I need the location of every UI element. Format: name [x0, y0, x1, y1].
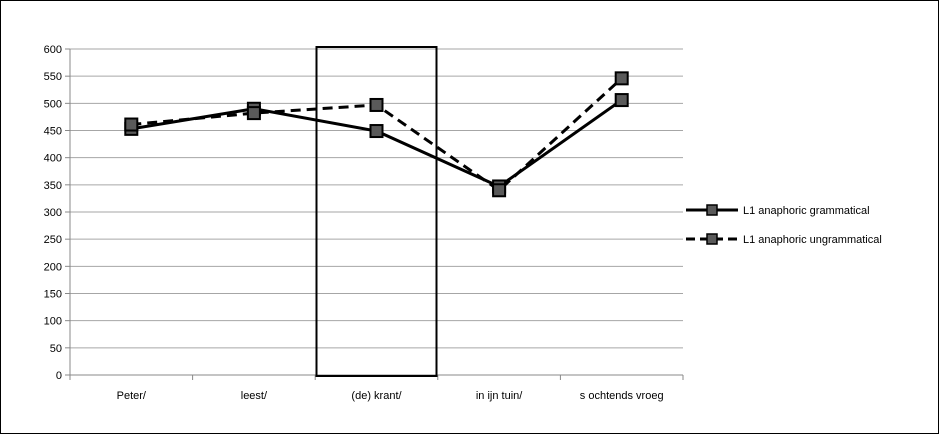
- y-axis: 0 50 100 150 200 250 300 350 400 450 500 550 600: [44, 44, 71, 382]
- y-tick-label: 50: [50, 343, 62, 355]
- y-tick-label: 500: [44, 98, 62, 110]
- data-point: [614, 71, 629, 86]
- x-tick-label: in ijn tuin/: [476, 390, 523, 402]
- y-tick-label: 600: [44, 44, 62, 56]
- y-tick-label: 450: [44, 126, 62, 138]
- legend-label: L1 anaphoric ungrammatical: [743, 234, 882, 246]
- data-point: [492, 183, 507, 198]
- x-tick-label: Peter/: [117, 390, 147, 402]
- x-tick-label: s ochtends vroeg: [580, 390, 664, 402]
- y-tick-label: 100: [44, 316, 62, 328]
- series-group: [124, 71, 629, 198]
- y-tick-label: 200: [44, 261, 62, 273]
- legend-marker: [706, 204, 718, 216]
- data-point: [124, 117, 139, 132]
- legend-marker: [706, 233, 718, 245]
- data-point: [614, 93, 629, 108]
- x-tick-label: (de) krant/: [351, 390, 402, 402]
- y-tick-label: 400: [44, 153, 62, 165]
- y-tick-label: 0: [56, 370, 62, 382]
- data-point: [246, 106, 261, 121]
- y-tick-label: 250: [44, 234, 62, 246]
- legend-label: L1 anaphoric grammatical: [743, 205, 870, 217]
- y-tick-label: 300: [44, 207, 62, 219]
- x-tick-label: leest/: [241, 390, 268, 402]
- data-point: [369, 97, 384, 112]
- legend: L1 anaphoric grammatical L1 anaphoric ung…: [686, 204, 882, 246]
- highlight-box: [315, 46, 438, 377]
- y-tick-label: 550: [44, 71, 62, 83]
- y-tick-label: 150: [44, 289, 62, 301]
- y-tick-label: 350: [44, 180, 62, 192]
- data-point: [369, 124, 384, 139]
